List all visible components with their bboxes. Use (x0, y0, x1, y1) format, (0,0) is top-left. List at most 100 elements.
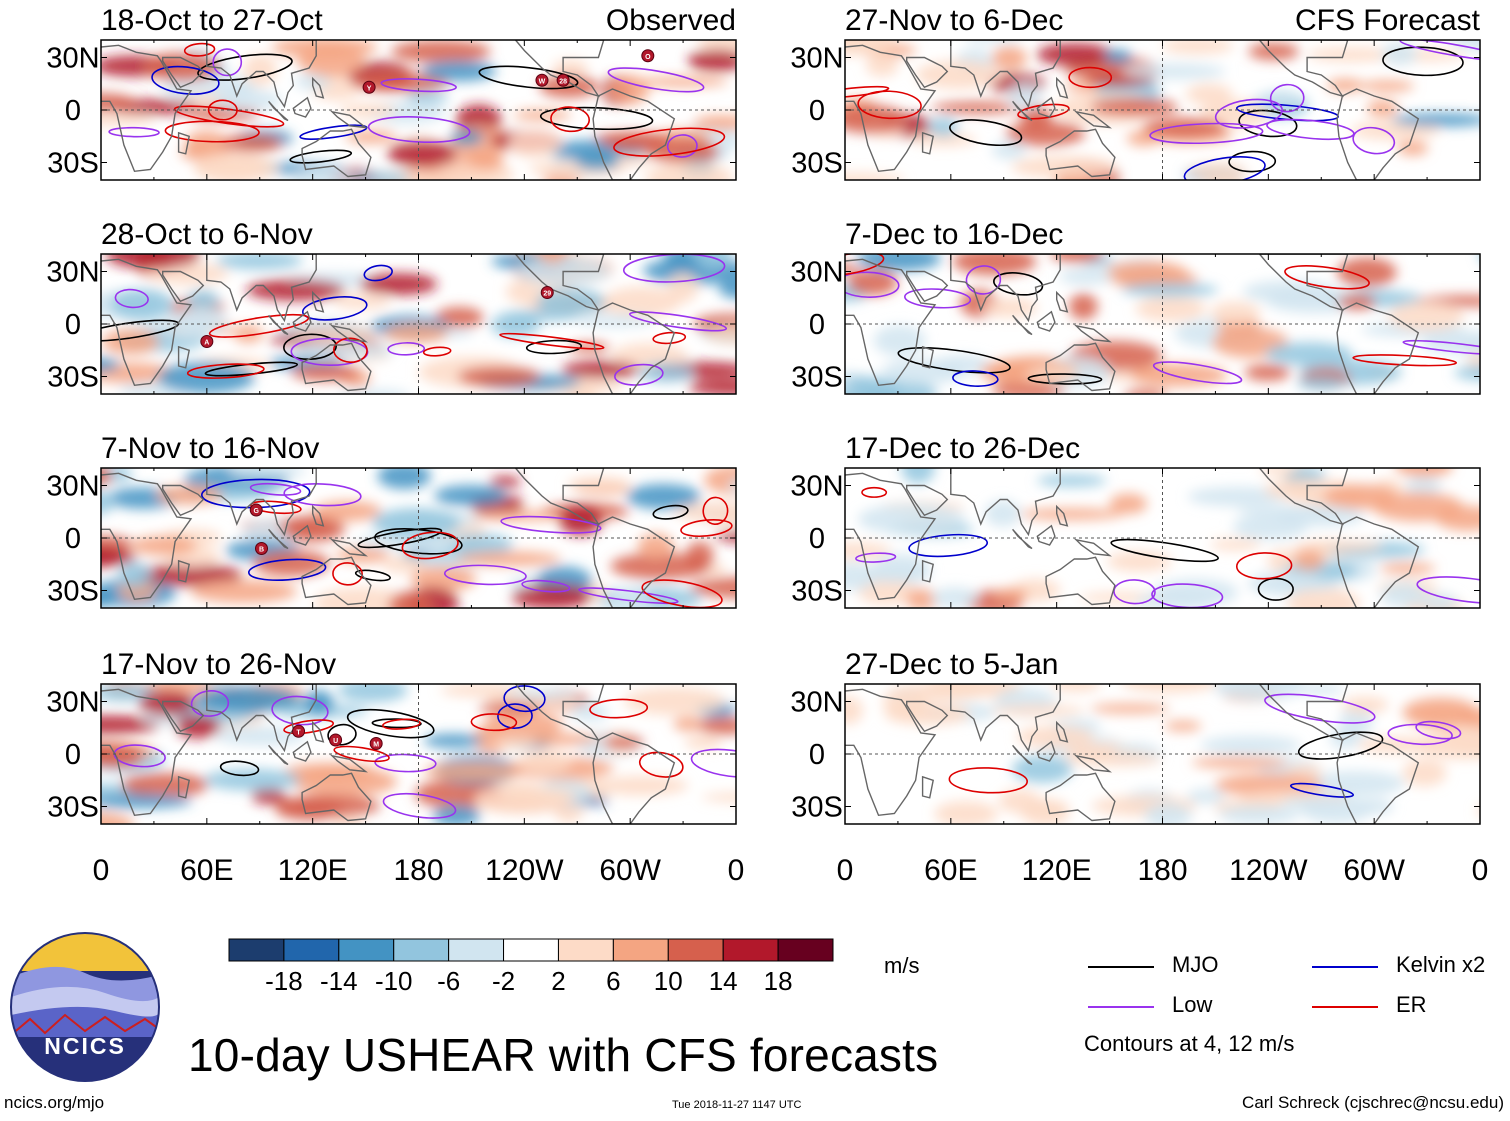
coastline (514, 40, 605, 98)
shear-anomaly (339, 103, 397, 118)
coastline (1073, 754, 1113, 773)
contour-line (151, 65, 220, 95)
contour-line (1113, 579, 1156, 605)
contour-line (1235, 552, 1293, 580)
coastline (1055, 720, 1069, 743)
contour-line (1017, 103, 1070, 120)
shear-anomaly (690, 577, 736, 598)
shear-anomaly (673, 716, 704, 732)
contour-line (1214, 98, 1283, 129)
coastline (1336, 302, 1420, 394)
y-tick-label: 30S (791, 362, 843, 394)
shear-anomaly (934, 800, 998, 824)
contour-line (1415, 720, 1462, 740)
map-panel: G B 30N 0 30S 7-Nov to 16-Nov (46, 432, 737, 609)
coastline (592, 302, 676, 394)
contour-line (249, 482, 302, 496)
shear-anomaly (845, 40, 866, 56)
colorbar-units: m/s (884, 953, 920, 978)
website-link[interactable]: ncics.org/mjo (4, 1093, 105, 1112)
shear-anomaly (456, 551, 561, 567)
contour-line (219, 760, 260, 777)
colorbar-tick-label: -18 (265, 966, 303, 996)
shear-anomaly (214, 89, 283, 111)
shear-anomaly (1293, 549, 1325, 571)
shear-anomaly (1059, 268, 1113, 285)
coastline (206, 254, 317, 323)
shear-anomaly (1360, 80, 1415, 92)
shear-anomaly (623, 687, 726, 716)
shear-anomaly (575, 151, 620, 171)
shear-anomaly (845, 696, 864, 725)
shear-anomaly (1281, 796, 1349, 809)
shear-anomaly (507, 129, 562, 158)
shear-anomaly (637, 76, 729, 87)
coastline (177, 131, 191, 155)
contour-line (1382, 46, 1464, 77)
coastline (301, 556, 372, 606)
contour-line (1269, 83, 1305, 113)
legend-label: Kelvin x2 (1396, 952, 1486, 977)
shear-anomaly (105, 254, 201, 269)
coastline (950, 40, 1061, 109)
shear-anomaly (1123, 389, 1167, 394)
contour-line (108, 126, 160, 138)
shear-anomaly (193, 152, 266, 180)
contour-line (628, 311, 728, 332)
shear-field (845, 468, 1480, 608)
contour-line (1416, 576, 1480, 604)
contour-line (702, 496, 729, 525)
shear-anomaly (718, 278, 736, 299)
shear-anomaly (645, 138, 720, 164)
shear-anomaly (1235, 505, 1339, 516)
contour-line (499, 332, 605, 350)
colorbar-tick-label: -6 (437, 966, 460, 996)
cyclone-marker (641, 49, 655, 63)
contour-line (861, 486, 888, 498)
coastline (1045, 556, 1116, 606)
shear-anomaly (1366, 100, 1399, 117)
shear-anomaly (101, 491, 116, 515)
shear-field (845, 254, 1480, 394)
shear-anomaly (602, 286, 681, 318)
coastline (268, 528, 289, 550)
shear-anomaly (243, 54, 278, 86)
contour-line (952, 370, 999, 387)
shear-anomaly (1307, 771, 1406, 796)
shear-anomaly (383, 323, 449, 344)
shear-anomaly (536, 288, 606, 315)
contour-line (357, 527, 443, 549)
cyclone-label: O (645, 54, 651, 61)
y-tick-label: 30S (47, 576, 99, 608)
contour-line (666, 134, 698, 158)
shear-anomaly (435, 306, 484, 329)
y-tick-label: 30N (46, 687, 99, 719)
shear-anomaly (845, 104, 907, 134)
coastline (101, 472, 193, 601)
shear-anomaly (610, 552, 710, 580)
shear-anomaly (901, 468, 935, 484)
shear-anomaly (101, 468, 113, 486)
contour-line (1257, 577, 1294, 601)
cyclone-label: U (333, 738, 338, 745)
y-tick-label: 30S (47, 792, 99, 824)
shear-anomaly (478, 701, 540, 714)
coastline (312, 504, 325, 527)
colorbar-tick-label: -2 (492, 966, 515, 996)
coastline (1073, 538, 1113, 557)
shear-anomaly (931, 587, 979, 608)
coastline (514, 468, 605, 526)
coastline (177, 345, 191, 369)
coastline (312, 720, 325, 743)
shear-anomaly (952, 254, 1037, 276)
shear-anomaly (457, 366, 541, 388)
coastline (1336, 88, 1420, 180)
shear-anomaly (1103, 49, 1133, 64)
shear-anomaly (1213, 684, 1306, 701)
contour-line (1264, 693, 1376, 724)
shear-anomaly (118, 562, 152, 588)
x-tick-label: 60W (1343, 854, 1405, 887)
shear-anomaly (101, 113, 155, 126)
colorbar-swatch (612, 938, 669, 962)
shear-anomaly (421, 60, 497, 82)
